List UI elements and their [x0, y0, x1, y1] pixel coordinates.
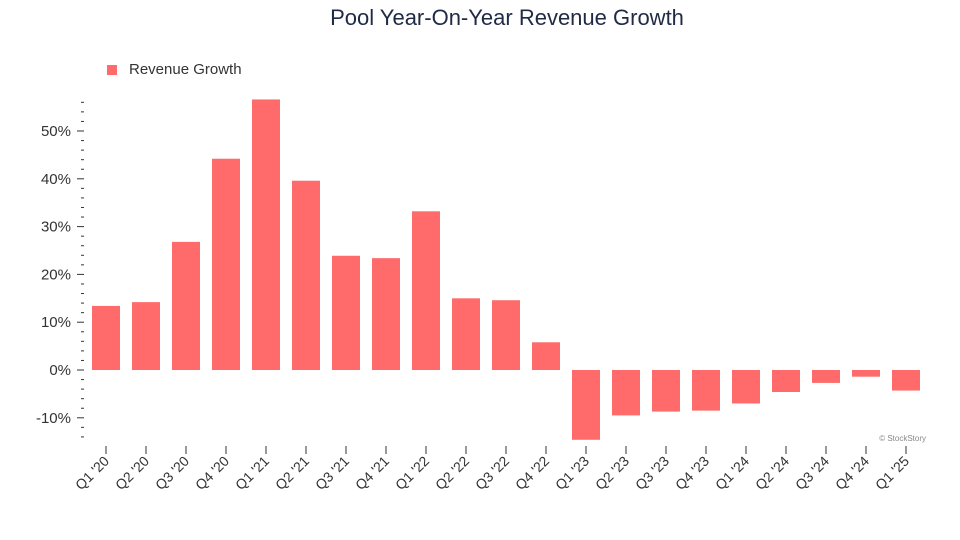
bar — [132, 302, 160, 370]
bar — [172, 241, 200, 370]
y-tick-label: 20% — [41, 266, 71, 283]
chart-title: Pool Year-On-Year Revenue Growth — [330, 5, 684, 30]
bar — [652, 370, 680, 412]
y-axis: -10% 0% 10% 20% 30% 40% 50% — [36, 101, 84, 438]
y-tick-label: -10% — [36, 410, 71, 427]
x-tick-label: Q4 '22 — [512, 453, 552, 493]
bar — [452, 298, 480, 370]
bar — [372, 258, 400, 370]
bar — [852, 370, 880, 377]
legend-label: Revenue Growth — [129, 61, 242, 78]
x-tick-label: Q3 '20 — [152, 453, 192, 493]
bar — [612, 370, 640, 416]
bar — [292, 180, 320, 370]
x-tick-label: Q3 '23 — [632, 453, 672, 493]
bar — [892, 370, 920, 391]
bar — [692, 370, 720, 411]
x-tick-label: Q4 '21 — [352, 453, 392, 493]
bar — [492, 300, 520, 370]
bar — [332, 255, 360, 370]
bar — [532, 342, 560, 370]
bar — [412, 211, 440, 370]
bar — [812, 370, 840, 383]
x-tick-label: Q1 '22 — [392, 453, 432, 493]
x-tick-label: Q3 '24 — [792, 453, 832, 493]
x-tick-label: Q4 '23 — [672, 453, 712, 493]
watermark: © StockStory — [879, 434, 926, 443]
y-tick-label: 10% — [41, 314, 71, 331]
x-tick-label: Q2 '21 — [272, 453, 312, 493]
x-tick-label: Q4 '20 — [192, 453, 232, 493]
x-tick-label: Q3 '21 — [312, 453, 352, 493]
bar — [252, 99, 280, 371]
x-tick-label: Q3 '22 — [472, 453, 512, 493]
x-tick-label: Q2 '24 — [752, 453, 792, 493]
x-tick-label: Q1 '23 — [552, 453, 592, 493]
legend: Revenue Growth — [107, 61, 242, 78]
x-tick-label: Q2 '23 — [592, 453, 632, 493]
y-tick-label: 50% — [41, 123, 71, 140]
bar — [772, 370, 800, 392]
legend-swatch — [107, 65, 117, 75]
x-tick-label: Q2 '20 — [112, 453, 152, 493]
bar — [212, 158, 240, 370]
y-tick-label: 40% — [41, 171, 71, 188]
x-tick-label: Q1 '25 — [872, 453, 912, 493]
x-tick-label: Q1 '21 — [232, 453, 272, 493]
bar — [732, 370, 760, 404]
x-tick-label: Q2 '22 — [432, 453, 472, 493]
x-axis: Q1 '20 Q2 '20 Q3 '20 Q4 '20 Q1 '21 Q2 '21 Q3 '… — [72, 446, 912, 493]
x-tick-label: Q1 '24 — [712, 453, 752, 493]
y-tick-label: 30% — [41, 219, 71, 236]
y-tick-label: 0% — [49, 362, 71, 379]
x-tick-label: Q1 '20 — [72, 453, 112, 493]
bar — [572, 370, 600, 440]
x-tick-label: Q4 '24 — [832, 453, 872, 493]
bars — [92, 99, 920, 440]
bar — [92, 305, 120, 370]
